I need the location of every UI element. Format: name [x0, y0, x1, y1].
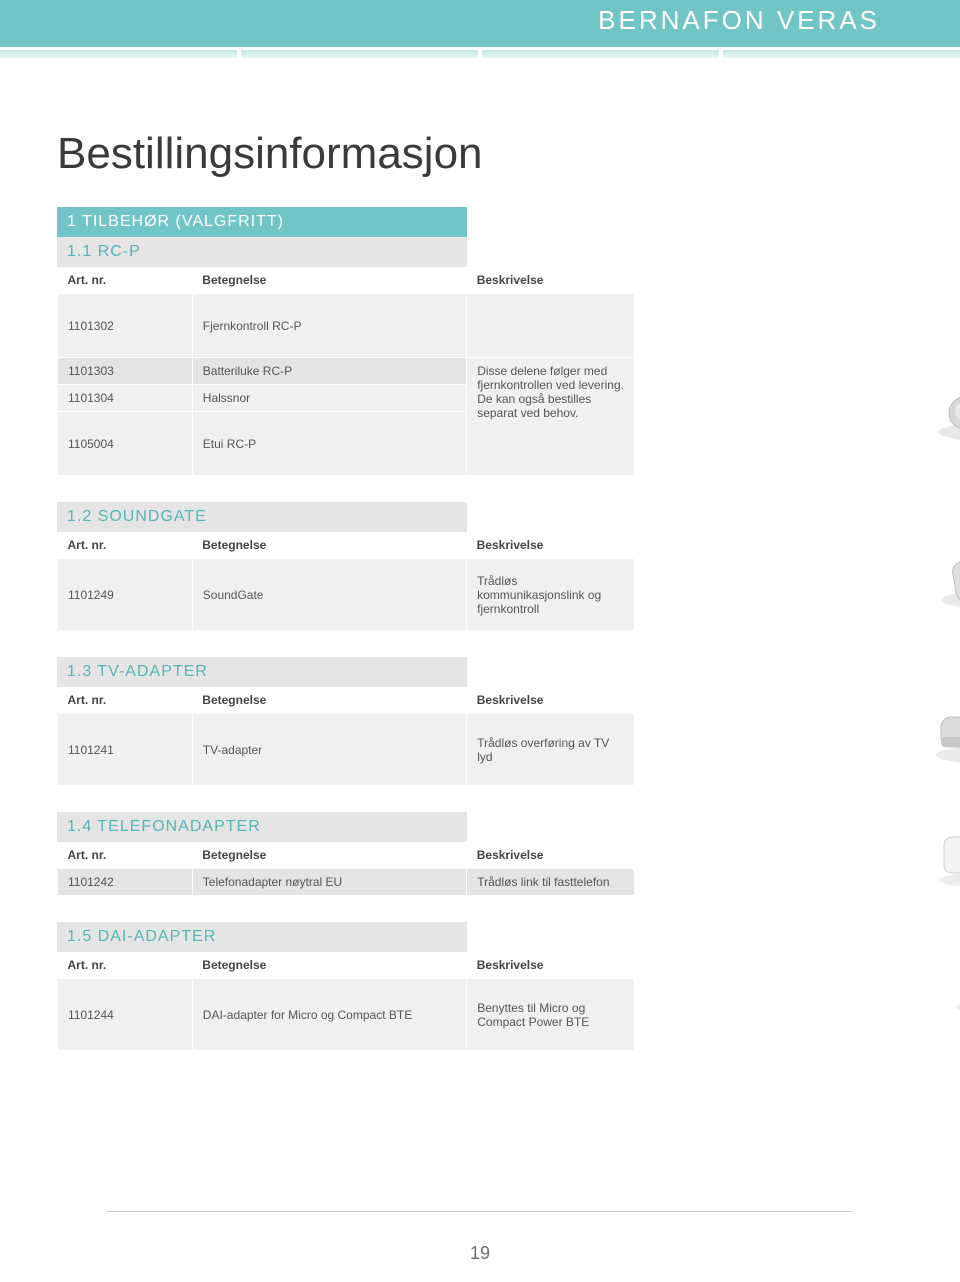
cell-bet: DAI-adapter for Micro og Compact BTE [192, 979, 466, 1051]
subhead-tvadapter: 1.3 TV-ADAPTER [57, 657, 467, 687]
cell-art: 1101249 [58, 559, 193, 631]
cell-bet: SoundGate [192, 559, 466, 631]
table-header-row: Art. nr. Betegnelse Beskrivelse [58, 952, 635, 979]
col-art: Art. nr. [58, 952, 193, 979]
col-bet: Betegnelse [192, 532, 466, 559]
page-number: 19 [0, 1243, 960, 1264]
table-row: 1101249 SoundGate Trådløs kommunikasjons… [58, 559, 635, 631]
table-rcp: Art. nr. Betegnelse Beskrivelse 1101302 … [57, 267, 635, 476]
cell-art: 1101302 [58, 294, 193, 358]
cell-besk-merged: Disse delene følger med fjernkontrollen … [467, 358, 635, 476]
product-image-rcp [919, 377, 960, 457]
cell-art: 1101304 [58, 385, 193, 412]
cell-bet: Fjernkontroll RC-P [192, 294, 466, 358]
page-title: Bestillingsinformasjon [57, 129, 903, 179]
cell-art: 1101244 [58, 979, 193, 1051]
table-tvadapter: Art. nr. Betegnelse Beskrivelse 1101241 … [57, 687, 635, 786]
section-accessories-heading: 1 TILBEHØR (VALGFRITT) [57, 207, 467, 237]
table-row: 1101242 Telefonadapter nøytral EU Trådlø… [58, 869, 635, 896]
table-row: 1101244 DAI-adapter for Micro og Compact… [58, 979, 635, 1051]
cell-bet: Halssnor [192, 385, 466, 412]
section-soundgate: 1.2 SOUNDGATE Art. nr. Betegnelse Beskri… [57, 502, 903, 631]
cell-besk: Benyttes til Micro og Compact Power BTE [467, 979, 635, 1051]
cell-bet: Etui RC-P [192, 412, 466, 476]
cell-art: 1101303 [58, 358, 193, 385]
product-image-soundgate [919, 542, 960, 622]
section-telefonadapter: 1.4 TELEFONADAPTER Art. nr. Betegnelse B… [57, 812, 903, 896]
section-tvadapter: 1.3 TV-ADAPTER Art. nr. Betegnelse Beskr… [57, 657, 903, 786]
subhead-telefonadapter: 1.4 TELEFONADAPTER [57, 812, 467, 842]
col-art: Art. nr. [58, 687, 193, 714]
table-row: 1101303 Batteriluke RC-P Disse delene fø… [58, 358, 635, 385]
table-row: 1101302 Fjernkontroll RC-P [58, 294, 635, 358]
cell-besk: Trådløs overføring av TV lyd [467, 714, 635, 786]
product-image-tvadapter [919, 697, 960, 777]
table-header-row: Art. nr. Betegnelse Beskrivelse [58, 842, 635, 869]
table-row: 1101241 TV-adapter Trådløs overføring av… [58, 714, 635, 786]
table-telefonadapter: Art. nr. Betegnelse Beskrivelse 1101242 … [57, 842, 635, 896]
subhead-rcp: 1.1 RC-P [57, 237, 467, 267]
table-header-row: Art. nr. Betegnelse Beskrivelse [58, 687, 635, 714]
header-band: BERNAFON VERAS [0, 0, 960, 47]
decorative-gradient [0, 47, 960, 59]
col-besk: Beskrivelse [467, 267, 635, 294]
table-header-row: Art. nr. Betegnelse Beskrivelse [58, 267, 635, 294]
col-besk: Beskrivelse [467, 842, 635, 869]
section-daiadapter: 1.5 DAI-ADAPTER Art. nr. Betegnelse Besk… [57, 922, 903, 1051]
col-bet: Betegnelse [192, 267, 466, 294]
col-besk: Beskrivelse [467, 952, 635, 979]
col-bet: Betegnelse [192, 687, 466, 714]
cell-art: 1101241 [58, 714, 193, 786]
subhead-soundgate: 1.2 SOUNDGATE [57, 502, 467, 532]
cell-besk [467, 294, 635, 358]
table-soundgate: Art. nr. Betegnelse Beskrivelse 1101249 … [57, 532, 635, 631]
col-bet: Betegnelse [192, 952, 466, 979]
col-art: Art. nr. [58, 267, 193, 294]
cell-besk: Trådløs kommunikasjonslink og fjernkontr… [467, 559, 635, 631]
cell-bet: Telefonadapter nøytral EU [192, 869, 466, 896]
col-besk: Beskrivelse [467, 687, 635, 714]
subhead-daiadapter: 1.5 DAI-ADAPTER [57, 922, 467, 952]
brand-title: BERNAFON VERAS [598, 5, 880, 36]
col-art: Art. nr. [58, 532, 193, 559]
cell-art: 1101242 [58, 869, 193, 896]
cell-bet: Batteriluke RC-P [192, 358, 466, 385]
cell-bet: TV-adapter [192, 714, 466, 786]
product-image-telefonadapter [919, 822, 960, 902]
footer-divider [106, 1211, 852, 1212]
cell-besk: Trådløs link til fasttelefon [467, 869, 635, 896]
section-rcp: 1.1 RC-P Art. nr. Betegnelse Beskrivelse… [57, 237, 903, 476]
cell-art: 1105004 [58, 412, 193, 476]
page-content: Bestillingsinformasjon 1 TILBEHØR (VALGF… [57, 59, 903, 1051]
table-header-row: Art. nr. Betegnelse Beskrivelse [58, 532, 635, 559]
table-daiadapter: Art. nr. Betegnelse Beskrivelse 1101244 … [57, 952, 635, 1051]
product-image-daiadapter [919, 952, 960, 1032]
col-art: Art. nr. [58, 842, 193, 869]
col-besk: Beskrivelse [467, 532, 635, 559]
col-bet: Betegnelse [192, 842, 466, 869]
